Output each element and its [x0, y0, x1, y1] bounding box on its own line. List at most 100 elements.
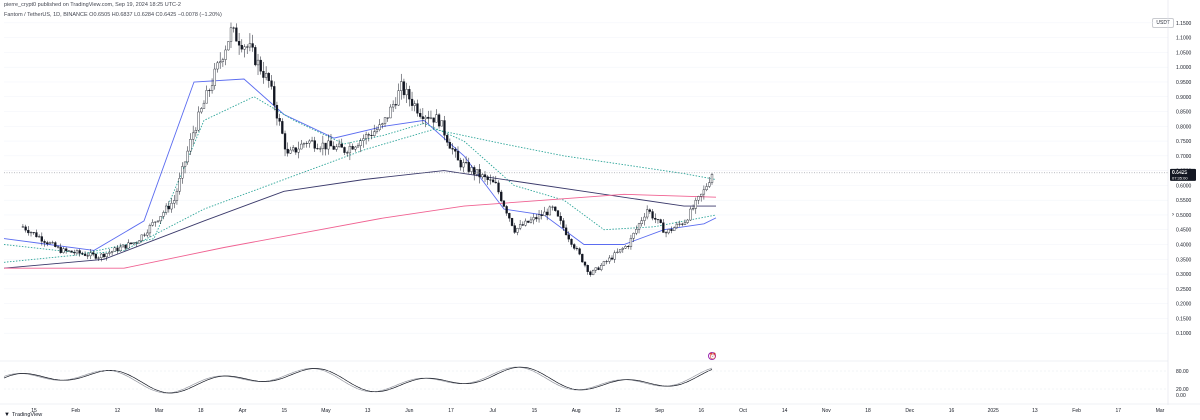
candle-body: [151, 222, 154, 226]
candle-body: [359, 140, 362, 146]
candle-body: [256, 59, 260, 66]
candle-body: [327, 140, 330, 150]
candle-body: [432, 117, 435, 123]
candle-body: [378, 124, 381, 130]
x-tick-label: Mar: [1156, 408, 1165, 414]
candle-body: [591, 270, 595, 275]
x-tick-label: May: [321, 408, 331, 414]
candle-body: [405, 89, 408, 96]
candle-body: [259, 59, 262, 72]
candle-body: [510, 218, 514, 226]
x-tick-label: Feb: [71, 408, 80, 414]
alert-icon[interactable]: ⏰: [708, 352, 717, 360]
y-tick-label: 0.1500: [1176, 316, 1192, 322]
candle-body: [578, 248, 581, 255]
candle-body: [462, 162, 465, 168]
candle-body: [689, 208, 692, 221]
candle-body: [483, 174, 487, 178]
candle-body: [192, 132, 195, 140]
candle-body: [386, 117, 389, 119]
candle-body: [92, 252, 95, 255]
x-tick-label: 15: [31, 408, 37, 414]
candle-body: [54, 242, 57, 247]
candle-body: [467, 162, 470, 172]
candle-body: [613, 252, 616, 260]
candle-body: [697, 196, 700, 201]
candle-body: [110, 251, 114, 253]
y-tick-label: 0.1000: [1176, 331, 1192, 337]
candle-body: [308, 140, 311, 144]
candle-body: [362, 138, 365, 141]
y-tick-label: 1.0500: [1176, 50, 1192, 56]
y-tick-label: 0.3500: [1176, 257, 1192, 263]
moving-average-line: [3, 96, 717, 254]
candle-body: [59, 247, 62, 253]
candle-body: [597, 267, 600, 270]
candle-body: [135, 242, 138, 244]
candle-body: [32, 232, 35, 234]
candle-body: [478, 169, 481, 178]
candle-body: [329, 140, 333, 147]
y-tick-label: 0.4500: [1176, 228, 1192, 234]
y-tick-label: 0.3000: [1176, 272, 1192, 278]
candle-body: [100, 253, 103, 259]
candle-body: [216, 62, 219, 70]
candle-body: [475, 169, 479, 175]
candle-body: [640, 220, 643, 225]
candle-body: [127, 242, 130, 249]
candle-body: [564, 227, 568, 236]
candle-body: [205, 90, 208, 104]
candle-body: [335, 146, 338, 150]
candle-body: [491, 179, 495, 183]
x-tick-label: 15: [281, 408, 287, 414]
x-tick-label: 17: [1116, 408, 1122, 414]
candle-body: [105, 253, 108, 258]
candle-body: [51, 242, 54, 244]
y-tick-label: 0.6500: [1176, 169, 1192, 175]
candle-body: [537, 214, 541, 220]
candle-body: [375, 129, 379, 133]
candle-body: [197, 111, 200, 131]
candle-body: [451, 148, 454, 150]
candle-body: [348, 146, 352, 154]
candle-body: [621, 248, 624, 250]
candle-body: [159, 216, 162, 222]
candle-body: [651, 211, 654, 219]
candle-body: [235, 27, 238, 42]
candle-body: [659, 219, 662, 223]
candle-body: [343, 147, 346, 153]
candle-body: [189, 139, 192, 152]
candle-body: [310, 140, 314, 142]
candle-body: [486, 176, 489, 180]
candle-body: [700, 193, 703, 197]
candle-body: [283, 133, 287, 150]
scroll-right-icon[interactable]: ›: [1172, 212, 1174, 218]
price-label-value: 0.6425: [1172, 170, 1188, 176]
candle-body: [627, 246, 630, 247]
candle-body: [473, 167, 476, 175]
candle-body: [146, 232, 149, 236]
candle-body: [391, 104, 395, 108]
candle-body: [524, 220, 527, 226]
price-label-countdown: 07:35:00: [1172, 175, 1188, 180]
candle-body: [389, 106, 392, 119]
candle-body: [408, 89, 411, 100]
candle-body: [210, 85, 214, 91]
candle-body: [354, 146, 357, 150]
candle-body: [532, 217, 535, 221]
candle-body: [67, 250, 71, 252]
candle-body: [673, 227, 676, 231]
candle-body: [46, 242, 49, 245]
candle-body: [654, 217, 657, 220]
candle-body: [302, 143, 306, 145]
candle-body: [316, 148, 319, 150]
candle-body: [551, 206, 554, 208]
candle-body: [529, 219, 533, 223]
candle-body: [437, 114, 441, 127]
candle-body: [635, 229, 638, 234]
candle-body: [119, 246, 122, 252]
candle-body: [637, 223, 641, 230]
candle-body: [340, 143, 343, 148]
candle-body: [573, 244, 576, 249]
